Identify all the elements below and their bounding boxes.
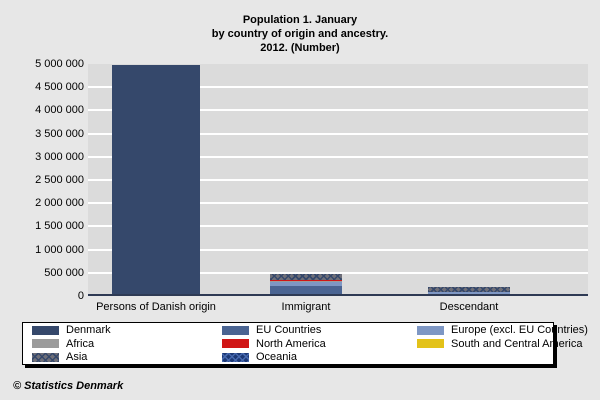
bar-segment-denmark [112,65,200,296]
plot-area [88,64,588,296]
legend: Denmark EU Countries Europe (excl. EU Coun… [22,322,588,365]
y-tick-label: 4 000 000 [35,104,84,117]
gridline [88,225,588,228]
gridline [88,248,588,251]
bar-segment-eu-countries [270,286,342,296]
gridline [88,271,588,274]
gridline [88,109,588,112]
legend-label: Denmark [66,324,111,336]
y-tick-label: 2 000 000 [35,197,84,210]
bar-segment-north-america [270,280,342,282]
y-tick-label: 5 000 000 [35,58,84,70]
legend-label: North America [256,337,326,350]
copyright-footer: © Statistics Denmark [13,380,123,392]
legend-swatch-europe-excl-eu-countries [417,325,444,335]
legend-label: Oceania [256,351,297,363]
y-tick-label: 500 000 [44,266,84,279]
legend-item-africa: Africa [32,337,222,350]
gridline [88,132,588,135]
legend-item-europe-excl-eu-countries: Europe (excl. EU Countries) [417,324,588,337]
legend-item-denmark: Denmark [32,324,222,337]
legend-swatch-oceania [222,352,249,362]
chart-title-line2: by country of origin and ancestry. [211,28,389,40]
x-category-label: Descendant [439,301,499,313]
legend-swatch-south-and-central-america [417,339,444,348]
x-category-label: Persons of Danish origin [96,301,216,313]
y-tick-label: 3 000 000 [35,150,84,163]
legend-item-eu-countries: EU Countries [222,324,417,337]
legend-label: EU Countries [256,324,322,336]
y-tick-label: 2 500 000 [35,174,84,186]
gridline [88,86,588,89]
legend-swatch-asia [32,352,59,362]
bar-segment-europe-excl-eu-countries [270,281,342,287]
y-tick-label: 4 500 000 [35,81,84,94]
legend-swatch-eu-countries [222,325,249,335]
y-tick-label: 1 500 000 [35,220,84,233]
gridline [88,155,588,158]
gridline [88,202,588,205]
chart-title-line3: 2012. (Number) [260,42,340,54]
y-tick-label: 0 [77,290,84,302]
legend-swatch-north-america [222,339,249,348]
copyright-text: © Statistics Denmark [13,380,124,392]
y-tick-label: 3 500 000 [35,127,84,140]
legend-label: South and Central America [451,337,583,350]
legend-label: Africa [66,337,95,350]
chart-title-line1: Population 1. January [242,14,358,26]
chart-title: Population 1. January by country of orig… [0,13,600,55]
x-category-label: Immigrant [281,301,331,313]
bar-segment-asia [270,273,342,280]
x-axis-line [88,294,588,296]
bar-persons-of-danish-origin [112,65,200,296]
legend-item-asia: Asia [32,351,222,364]
legend-item-north-america: North America [222,337,417,350]
bar-segment-asia [428,287,510,293]
legend-item-south-and-central-america: South and Central America [417,337,588,350]
legend-swatch-africa [32,339,59,348]
legend-item-oceania: Oceania [222,351,417,364]
legend-label: Asia [66,351,88,363]
bar-segment-europe-excl-eu-countries [428,292,510,295]
gridline [88,179,588,181]
legend-swatch-denmark [32,325,59,335]
bar-immigrant [270,273,342,296]
y-tick-label: 1 000 000 [35,243,84,256]
legend-label: Europe (excl. EU Countries) [451,324,588,336]
